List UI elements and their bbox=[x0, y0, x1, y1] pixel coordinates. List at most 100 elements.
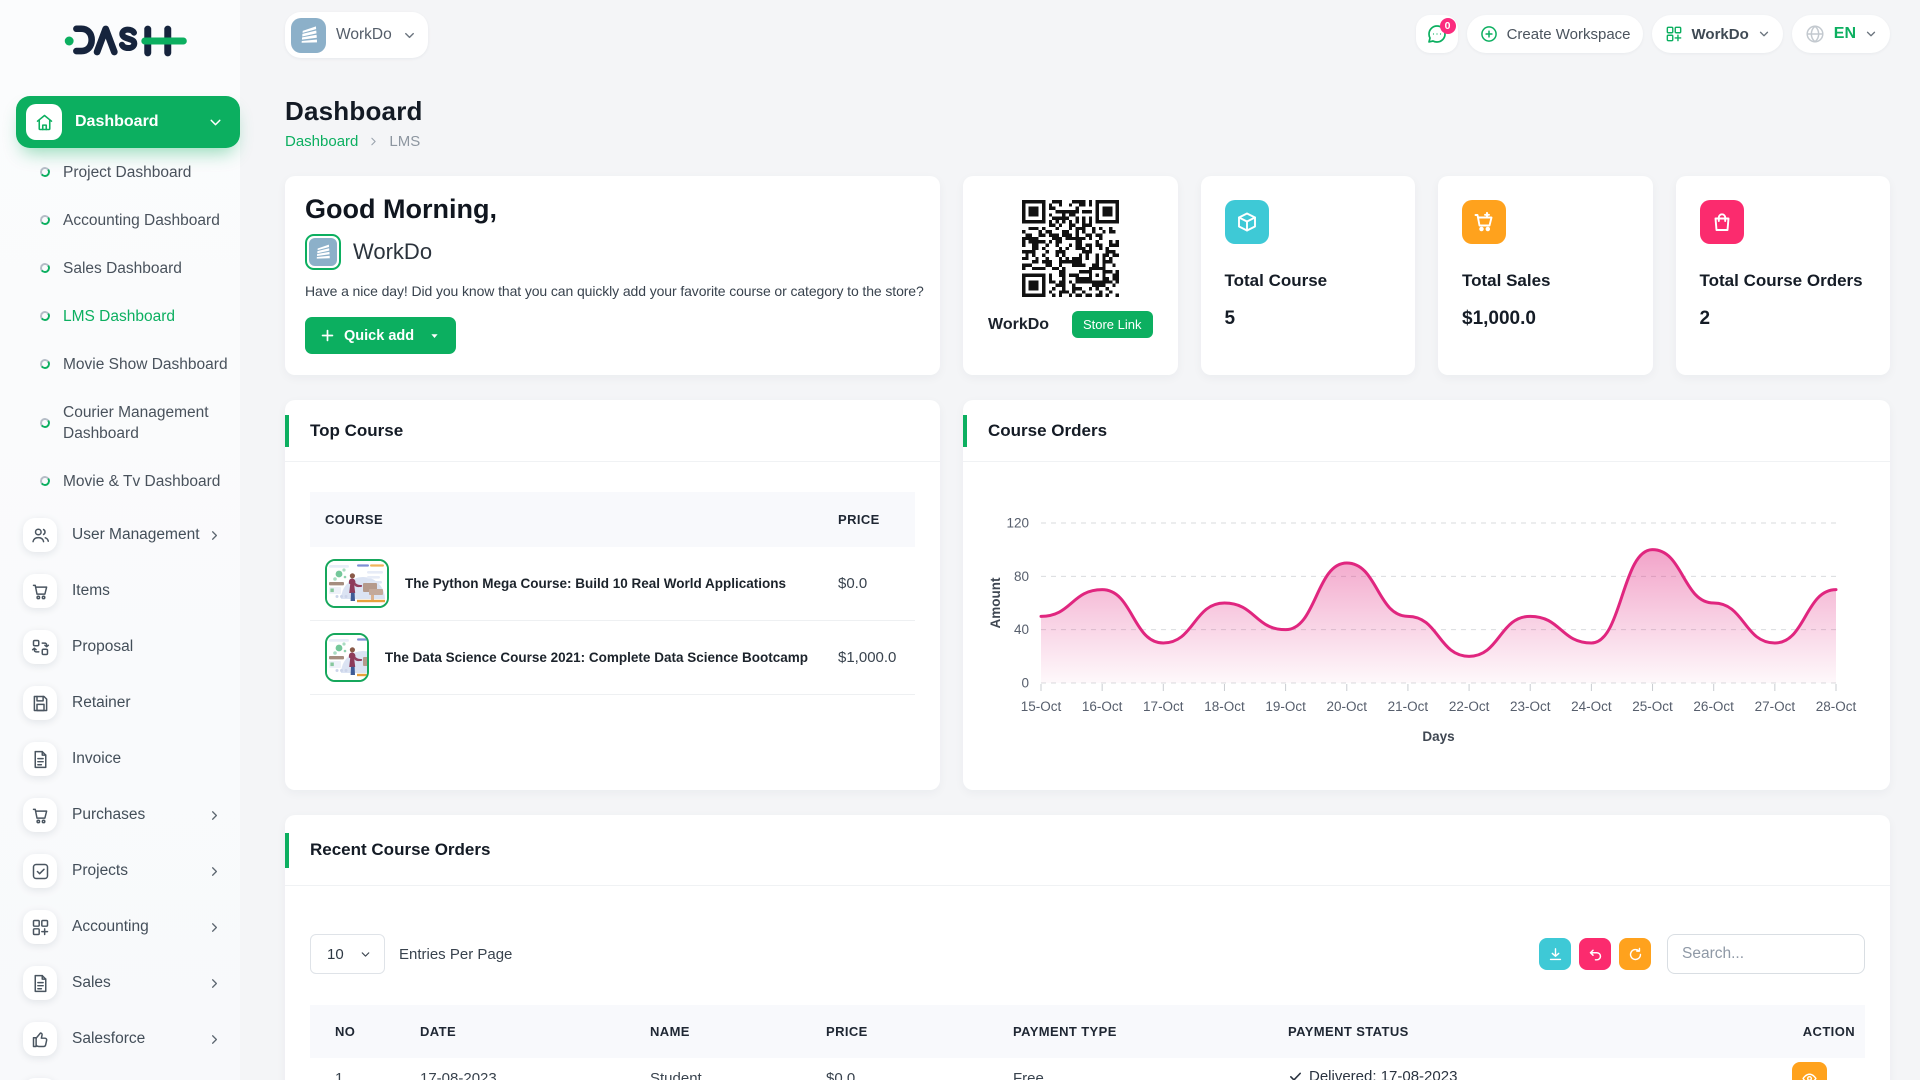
undo-icon bbox=[1587, 946, 1604, 963]
page-head: Dashboard Dashboard LMS bbox=[285, 96, 1890, 150]
sidebar-item-label: Sales bbox=[72, 974, 111, 991]
sidebar-subitem-courier-management-dashboard[interactable]: Courier Management Dashboard bbox=[0, 388, 240, 457]
check-icon bbox=[1288, 1069, 1303, 1080]
sidebar-subitem-lms-dashboard[interactable]: LMS Dashboard bbox=[0, 292, 240, 340]
recent-orders-rows: 1 17-08-2023 Student $0.0 Free Delivered… bbox=[310, 1058, 1865, 1080]
order-price: $0.0 bbox=[826, 1069, 856, 1080]
column-header-name: NAME bbox=[625, 1005, 801, 1058]
breadcrumb-link[interactable]: Dashboard bbox=[285, 133, 359, 150]
sidebar-subitem-movie-show-dashboard[interactable]: Movie Show Dashboard bbox=[0, 340, 240, 388]
view-order-button[interactable] bbox=[1792, 1062, 1827, 1080]
stat-label: Total Course Orders bbox=[1699, 271, 1863, 290]
workspace-menu-button[interactable]: WorkDo bbox=[1651, 15, 1783, 53]
sidebar-item-label: User Management bbox=[72, 526, 200, 543]
export-button[interactable] bbox=[1539, 938, 1571, 970]
sidebar-item-icon bbox=[23, 854, 57, 888]
stat-label: Total Course bbox=[1224, 271, 1328, 290]
stat-card-total-sales: Total Sales $1,000.0 bbox=[1438, 176, 1653, 375]
sidebar-item-partial[interactable] bbox=[0, 1067, 240, 1080]
welcome-user: WorkDo bbox=[305, 234, 920, 270]
circle-bullet-icon bbox=[39, 358, 51, 370]
chevron-right-icon bbox=[207, 528, 222, 543]
sidebar-subitem-label: Accounting Dashboard bbox=[63, 211, 220, 229]
recent-orders-card: Recent Course Orders 10 Entries Per Page… bbox=[285, 815, 1890, 1080]
column-header-no: NO bbox=[310, 1005, 395, 1058]
stat-icon bbox=[1224, 200, 1269, 244]
column-header-date: DATE bbox=[395, 1005, 625, 1058]
stat-label: Total Sales bbox=[1462, 271, 1551, 290]
workspace-selector[interactable]: WorkDo bbox=[285, 12, 428, 58]
sidebar-subitem-sales-dashboard[interactable]: Sales Dashboard bbox=[0, 244, 240, 292]
column-header-price: PRICE bbox=[823, 492, 915, 547]
svg-text:28-Oct: 28-Oct bbox=[1816, 699, 1857, 714]
card-title: Top Course bbox=[310, 420, 404, 440]
store-link-button[interactable]: Store Link bbox=[1071, 311, 1153, 338]
sidebar-item-projects[interactable]: Projects bbox=[0, 843, 240, 899]
svg-text:25-Oct: 25-Oct bbox=[1632, 699, 1673, 714]
card-title: Recent Course Orders bbox=[310, 840, 491, 859]
create-workspace-button[interactable]: Create Workspace bbox=[1466, 15, 1643, 53]
sidebar-menu-list: User Management Items Proposal Retainer … bbox=[0, 507, 240, 1080]
sidebar-item-dashboard[interactable]: Dashboard bbox=[16, 96, 240, 148]
breadcrumb-current: LMS bbox=[389, 133, 421, 150]
sidebar-item-proposal[interactable]: Proposal bbox=[0, 619, 240, 675]
sidebar-subitem-project-dashboard[interactable]: Project Dashboard bbox=[0, 148, 240, 196]
store-qr-card: WorkDo Store Link bbox=[963, 176, 1178, 375]
sidebar-item-label: Purchases bbox=[72, 806, 146, 823]
svg-text:24-Oct: 24-Oct bbox=[1571, 699, 1612, 714]
order-no: 1 bbox=[335, 1069, 344, 1080]
card-header: Recent Course Orders bbox=[285, 815, 1890, 886]
reset-button[interactable] bbox=[1579, 938, 1611, 970]
svg-text:16-Oct: 16-Oct bbox=[1082, 699, 1123, 714]
sidebar-subitem-accounting-dashboard[interactable]: Accounting Dashboard bbox=[0, 196, 240, 244]
sidebar-item-icon bbox=[23, 1078, 57, 1080]
entries-per-page-select[interactable]: 10 bbox=[310, 934, 385, 974]
sidebar-dashboards-list: Project Dashboard Accounting Dashboard S… bbox=[0, 148, 240, 505]
store-qr-code bbox=[1021, 200, 1119, 297]
language-label: EN bbox=[1833, 25, 1856, 42]
workspace-grid-icon bbox=[1664, 24, 1684, 44]
chevron-right-icon bbox=[207, 1032, 222, 1047]
language-selector[interactable]: EN bbox=[1791, 15, 1890, 53]
course-thumbnail bbox=[325, 633, 369, 682]
svg-text:22-Oct: 22-Oct bbox=[1449, 699, 1490, 714]
sidebar-item-icon bbox=[23, 966, 57, 1000]
dash-logo[interactable] bbox=[64, 22, 190, 60]
main-content: WorkDo 0 Create Workspace WorkDo EN bbox=[240, 0, 1920, 1080]
sidebar-item-salesforce[interactable]: Salesforce bbox=[0, 1011, 240, 1067]
plus-circle-icon bbox=[1479, 24, 1499, 44]
sidebar-item-icon bbox=[23, 910, 57, 944]
topbar: WorkDo 0 Create Workspace WorkDo EN bbox=[285, 0, 1890, 70]
sidebar-nav: Dashboard Project Dashboard Accounting D… bbox=[0, 96, 240, 1080]
sidebar-item-sales[interactable]: Sales bbox=[0, 955, 240, 1011]
circle-bullet-icon bbox=[39, 214, 51, 226]
sidebar-subitem-label: Project Dashboard bbox=[63, 163, 192, 181]
messages-button[interactable]: 0 bbox=[1415, 15, 1458, 53]
sidebar-item-retainer[interactable]: Retainer bbox=[0, 675, 240, 731]
svg-text:Amount: Amount bbox=[988, 577, 1003, 628]
sidebar-item-invoice[interactable]: Invoice bbox=[0, 731, 240, 787]
svg-text:0: 0 bbox=[1021, 676, 1029, 691]
search-input[interactable] bbox=[1667, 934, 1865, 974]
page-title: Dashboard bbox=[285, 96, 423, 126]
entries-per-page-label: Entries Per Page bbox=[399, 945, 513, 963]
sidebar-item-user-management[interactable]: User Management bbox=[0, 507, 240, 563]
workspace-avatar bbox=[305, 234, 341, 270]
recent-orders-table: NO DATE NAME PRICE PAYMENT TYPE PAYMENT STATU… bbox=[310, 1005, 1865, 1080]
course-title: The Python Mega Course: Build 10 Real Wo… bbox=[405, 576, 787, 591]
sidebar-item-items[interactable]: Items bbox=[0, 563, 240, 619]
top-course-rows: The Python Mega Course: Build 10 Real Wo… bbox=[310, 547, 915, 695]
sidebar-item-icon bbox=[23, 798, 57, 832]
summary-row: Good Morning, WorkDo Have a nice day! Di… bbox=[285, 176, 1890, 375]
refresh-button[interactable] bbox=[1619, 938, 1651, 970]
sidebar-subitem-label: Courier Management Dashboard bbox=[63, 403, 209, 442]
sidebar-item-purchases[interactable]: Purchases bbox=[0, 787, 240, 843]
workspace-logo bbox=[291, 17, 326, 53]
chevron-down-icon bbox=[1864, 27, 1878, 41]
welcome-message: Have a nice day! Did you know that you c… bbox=[305, 283, 924, 299]
sidebar-item-accounting[interactable]: Accounting bbox=[0, 899, 240, 955]
sidebar-subitem-movie-tv-dashboard[interactable]: Movie & Tv Dashboard bbox=[0, 457, 240, 505]
course-orders-chart: 0 40 80 120 15-Oct 16-Oct 17-Oct 18-Oct 19-Oct 20… bbox=[963, 462, 1890, 789]
quick-add-button[interactable]: Quick add bbox=[305, 317, 457, 354]
sidebar-item-icon bbox=[23, 686, 57, 720]
